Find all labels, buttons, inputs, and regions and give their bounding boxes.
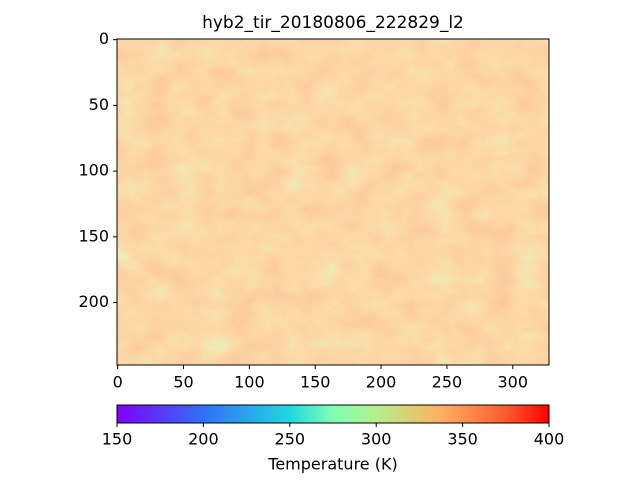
colorbar-tick-label: 150 bbox=[102, 430, 133, 449]
x-tick-label: 0 bbox=[113, 373, 123, 392]
x-tick-label: 200 bbox=[366, 373, 397, 392]
colorbar-tick-label: 250 bbox=[275, 430, 306, 449]
x-tick-label: 250 bbox=[432, 373, 463, 392]
chart-title: hyb2_tir_20180806_222829_l2 bbox=[202, 13, 464, 33]
colorbar-tick-label: 400 bbox=[534, 430, 565, 449]
x-tick-label: 100 bbox=[234, 373, 265, 392]
colorbar-tick-label: 300 bbox=[361, 430, 392, 449]
y-tick-label: 200 bbox=[78, 292, 109, 311]
y-tick-label: 0 bbox=[99, 29, 109, 48]
x-tick-label: 150 bbox=[300, 373, 331, 392]
colorbar-tick-label: 200 bbox=[188, 430, 219, 449]
y-tick-label: 100 bbox=[78, 161, 109, 180]
colorbar bbox=[116, 404, 550, 424]
image bbox=[117, 39, 549, 365]
colorbar-tick-label: 350 bbox=[447, 430, 478, 449]
axes-frame bbox=[116, 38, 550, 366]
colorbar-label: Temperature (K) bbox=[267, 455, 397, 474]
y-tick-label: 150 bbox=[78, 226, 109, 245]
x-tick-label: 50 bbox=[173, 373, 193, 392]
x-tick-label: 300 bbox=[498, 373, 529, 392]
y-tick-label: 50 bbox=[89, 95, 109, 114]
